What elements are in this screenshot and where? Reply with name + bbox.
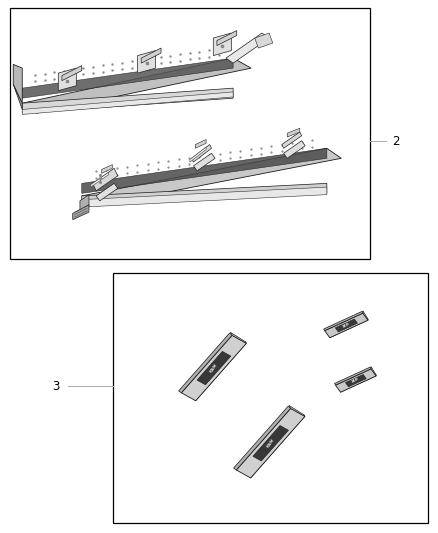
Polygon shape	[62, 66, 82, 80]
Polygon shape	[102, 165, 113, 173]
Polygon shape	[92, 168, 118, 191]
Polygon shape	[329, 319, 368, 338]
Polygon shape	[141, 48, 161, 63]
Polygon shape	[197, 351, 231, 385]
Polygon shape	[363, 311, 368, 320]
Polygon shape	[283, 141, 305, 158]
Polygon shape	[335, 367, 371, 385]
Polygon shape	[73, 205, 89, 220]
Polygon shape	[255, 33, 273, 48]
Polygon shape	[324, 311, 363, 331]
Polygon shape	[179, 333, 232, 393]
Text: RAM: RAM	[352, 377, 360, 384]
Polygon shape	[192, 144, 212, 162]
Polygon shape	[22, 58, 233, 98]
Polygon shape	[91, 172, 109, 187]
Polygon shape	[22, 58, 251, 113]
Polygon shape	[249, 415, 305, 478]
Text: RAM: RAM	[266, 438, 276, 449]
Polygon shape	[237, 408, 305, 478]
Text: 2: 2	[392, 135, 399, 148]
Polygon shape	[217, 30, 237, 46]
Bar	[113, 273, 428, 523]
Polygon shape	[346, 375, 366, 387]
Polygon shape	[22, 88, 233, 113]
Polygon shape	[22, 92, 233, 115]
Polygon shape	[289, 405, 305, 416]
Polygon shape	[287, 128, 300, 137]
Polygon shape	[325, 313, 368, 338]
Polygon shape	[82, 148, 341, 206]
Polygon shape	[371, 367, 376, 376]
Polygon shape	[195, 140, 206, 148]
Polygon shape	[13, 84, 22, 109]
Polygon shape	[80, 195, 89, 212]
Polygon shape	[194, 342, 246, 401]
Text: RAM: RAM	[342, 322, 351, 329]
Polygon shape	[230, 332, 246, 343]
Polygon shape	[253, 425, 289, 461]
Bar	[10, 8, 370, 259]
Polygon shape	[190, 147, 206, 162]
Polygon shape	[336, 319, 357, 332]
Text: 3: 3	[52, 380, 59, 393]
Polygon shape	[213, 33, 231, 55]
Polygon shape	[194, 154, 215, 171]
Polygon shape	[233, 406, 291, 470]
Polygon shape	[181, 335, 246, 401]
Polygon shape	[336, 369, 376, 392]
Polygon shape	[58, 68, 76, 91]
Polygon shape	[82, 183, 327, 206]
Polygon shape	[282, 132, 302, 148]
Polygon shape	[82, 148, 327, 193]
Polygon shape	[226, 33, 269, 63]
Text: RAM: RAM	[209, 362, 219, 374]
Polygon shape	[13, 64, 22, 103]
Polygon shape	[96, 183, 118, 201]
Polygon shape	[138, 51, 155, 73]
Polygon shape	[82, 187, 327, 207]
Polygon shape	[340, 375, 376, 392]
